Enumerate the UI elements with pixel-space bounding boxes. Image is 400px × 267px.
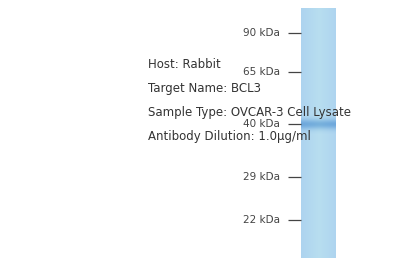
Text: Host: Rabbit: Host: Rabbit <box>148 58 221 71</box>
Text: Target Name: BCL3: Target Name: BCL3 <box>148 82 261 95</box>
Text: 90 kDa: 90 kDa <box>243 28 280 38</box>
Text: Antibody Dilution: 1.0µg/ml: Antibody Dilution: 1.0µg/ml <box>148 130 311 143</box>
Text: 22 kDa: 22 kDa <box>243 215 280 225</box>
Text: 40 kDa: 40 kDa <box>243 119 280 129</box>
Text: 65 kDa: 65 kDa <box>243 67 280 77</box>
Text: Sample Type: OVCAR-3 Cell Lysate: Sample Type: OVCAR-3 Cell Lysate <box>148 106 351 119</box>
Text: 29 kDa: 29 kDa <box>243 172 280 182</box>
